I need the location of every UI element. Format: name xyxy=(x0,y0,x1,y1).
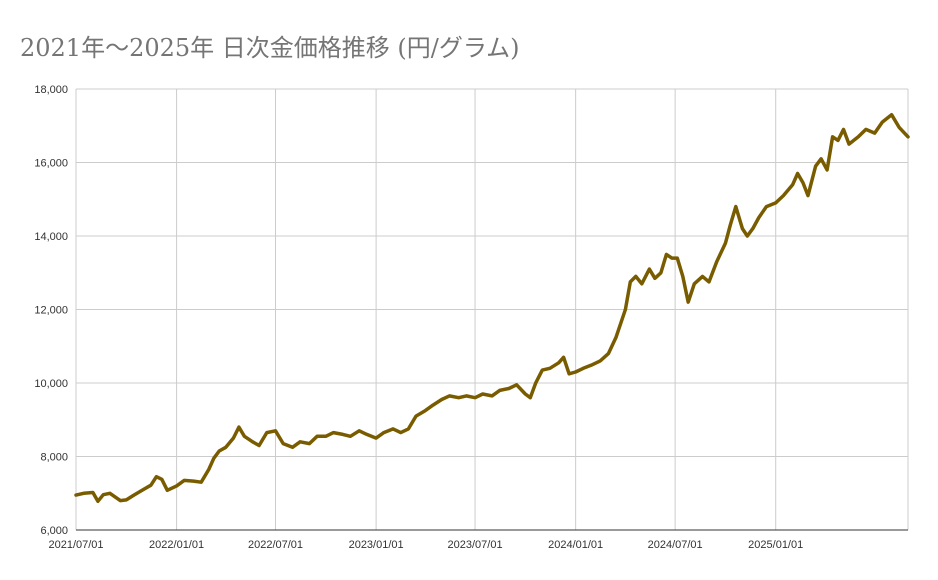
y-tick-label: 6,000 xyxy=(40,525,68,537)
x-tick-label: 2022/07/01 xyxy=(248,539,303,551)
y-tick-label: 12,000 xyxy=(34,305,68,317)
y-tick-label: 18,000 xyxy=(34,84,68,96)
y-tick-label: 8,000 xyxy=(40,452,68,464)
y-tick-label: 14,000 xyxy=(34,231,68,243)
x-tick-label: 2021/07/01 xyxy=(48,539,103,551)
chart-title: 2021年〜2025年 日次金価格推移 (円/グラム) xyxy=(20,34,520,62)
x-tick-label: 2023/01/01 xyxy=(349,539,404,551)
x-tick-label: 2023/07/01 xyxy=(448,539,503,551)
series-line-0 xyxy=(74,112,910,504)
x-tick-label: 2024/07/01 xyxy=(648,539,703,551)
x-tick-label: 2024/01/01 xyxy=(548,539,603,551)
y-tick-label: 16,000 xyxy=(34,158,68,170)
x-tick-label: 2025/01/01 xyxy=(748,539,803,551)
y-tick-label: 10,000 xyxy=(34,378,68,390)
x-tick-label: 2022/01/01 xyxy=(149,539,204,551)
